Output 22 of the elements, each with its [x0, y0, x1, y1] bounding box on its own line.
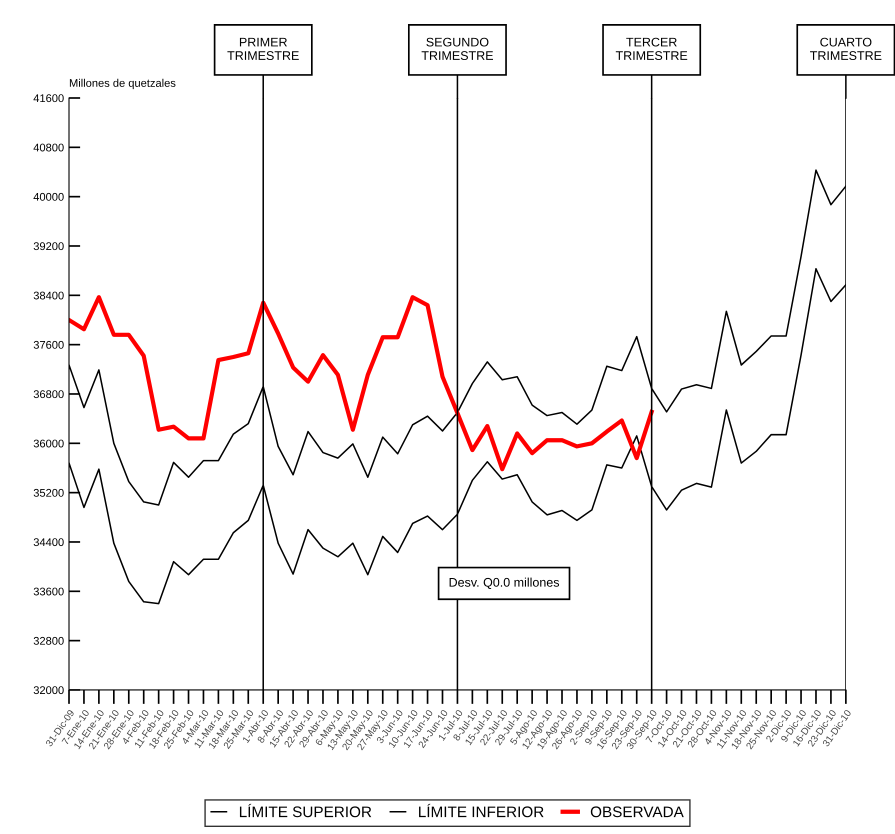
y-tick-label: 40000	[34, 192, 64, 201]
ref-line-label: PRIMER TRIMESTRE	[227, 38, 299, 60]
y-tick-label: 41600	[34, 94, 64, 102]
y-tick-label: 36000	[34, 440, 64, 448]
annotation: Desv. Q0.0 millones	[450, 578, 560, 590]
y-tick-label: 36800	[34, 390, 64, 398]
legend-label: OBSERVADA	[590, 806, 684, 818]
y-tick-label: 38400	[34, 292, 64, 300]
ref-line-label: TERCER TRIMESTRE	[616, 38, 688, 60]
y-tick-label: 40800	[34, 144, 64, 152]
y-tick-label: 33600	[34, 588, 64, 596]
ref-line-label: CUARTO TRIMESTRE	[810, 38, 882, 60]
y-tick-label: 32800	[34, 636, 64, 645]
y-tick-label: 37600	[34, 340, 64, 349]
y-tick-label: 32000	[34, 686, 64, 694]
y-tick-label: 34400	[34, 538, 64, 546]
ref-line-label: SEGUNDO TRIMESTRE	[422, 38, 494, 60]
legend-label: LÍMITE INFERIOR	[419, 804, 544, 818]
legend-label: LÍMITE SUPERIOR	[240, 804, 372, 818]
y-axis-title: Millones de quetzales	[70, 78, 176, 90]
y-tick-label: 35200	[34, 488, 64, 497]
y-tick-label: 39200	[34, 242, 64, 250]
